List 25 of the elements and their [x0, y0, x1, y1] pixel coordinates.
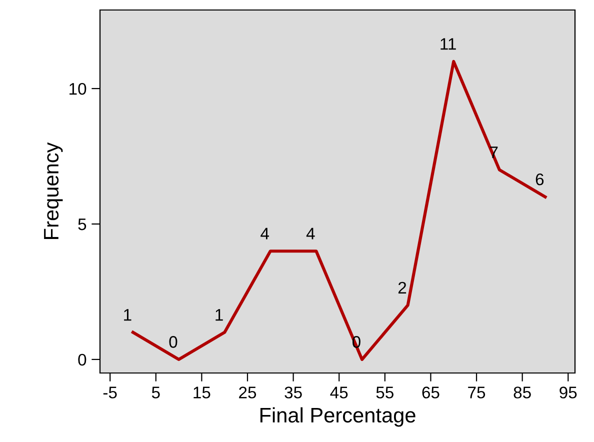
x-tick-label: 5 — [152, 386, 160, 398]
y-tick-label: 5 — [78, 218, 86, 230]
y-tick-label: 0 — [78, 354, 86, 366]
data-label: 6 — [536, 173, 544, 186]
line-series — [131, 60, 547, 361]
x-tick-label: -5 — [103, 386, 117, 398]
y-tick-label: 10 — [70, 82, 86, 95]
x-tick-label: 75 — [468, 386, 486, 398]
y-axis-title: Frequency — [44, 142, 63, 239]
data-label: 4 — [260, 228, 269, 240]
data-label: 0 — [169, 336, 178, 348]
data-label: 11 — [440, 38, 456, 50]
data-label: 1 — [216, 309, 223, 321]
data-label: 4 — [306, 228, 315, 240]
x-tick-label: 85 — [514, 386, 531, 398]
x-tick-label: 95 — [560, 386, 577, 398]
data-label: 2 — [398, 282, 406, 294]
data-label: 1 — [124, 309, 132, 321]
x-axis-title: Final Percentage — [260, 407, 416, 427]
x-tick-label: 15 — [194, 386, 210, 398]
x-tick-label: 35 — [284, 386, 302, 398]
x-tick-label: 45 — [330, 386, 348, 398]
x-tick-label: 65 — [422, 386, 440, 398]
x-tick-label: 25 — [239, 386, 256, 398]
x-tick-label: 55 — [376, 386, 394, 398]
